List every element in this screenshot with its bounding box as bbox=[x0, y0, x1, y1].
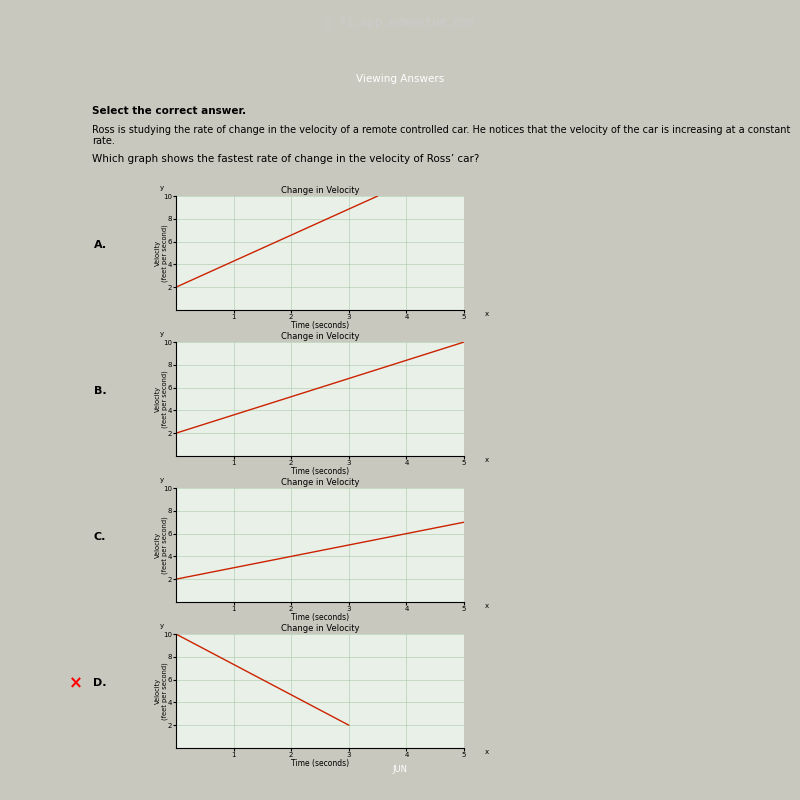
Text: y: y bbox=[159, 623, 164, 629]
Y-axis label: Velocity
(feet per second): Velocity (feet per second) bbox=[154, 224, 168, 282]
Text: D.: D. bbox=[94, 678, 106, 688]
Text: y: y bbox=[159, 185, 164, 191]
X-axis label: Time (seconds): Time (seconds) bbox=[291, 759, 349, 769]
Title: Change in Velocity: Change in Velocity bbox=[281, 624, 359, 634]
Title: Change in Velocity: Change in Velocity bbox=[281, 332, 359, 342]
Title: Change in Velocity: Change in Velocity bbox=[281, 186, 359, 195]
Text: Viewing Answers: Viewing Answers bbox=[356, 74, 444, 84]
Text: A.: A. bbox=[94, 240, 106, 250]
Y-axis label: Velocity
(feet per second): Velocity (feet per second) bbox=[154, 662, 168, 720]
Text: y: y bbox=[159, 331, 164, 337]
Title: Change in Velocity: Change in Velocity bbox=[281, 478, 359, 487]
X-axis label: Time (seconds): Time (seconds) bbox=[291, 322, 349, 330]
Text: x: x bbox=[485, 458, 489, 463]
Text: JUN: JUN bbox=[393, 765, 407, 774]
X-axis label: Time (seconds): Time (seconds) bbox=[291, 614, 349, 622]
Text: Select the correct answer.: Select the correct answer. bbox=[92, 106, 246, 116]
Y-axis label: Velocity
(feet per second): Velocity (feet per second) bbox=[154, 370, 168, 428]
Text: x: x bbox=[485, 750, 489, 755]
X-axis label: Time (seconds): Time (seconds) bbox=[291, 467, 349, 477]
Text: C.: C. bbox=[94, 532, 106, 542]
Text: Which graph shows the fastest rate of change in the velocity of Ross’ car?: Which graph shows the fastest rate of ch… bbox=[92, 154, 479, 164]
Text: x: x bbox=[485, 603, 489, 610]
Text: y: y bbox=[159, 477, 164, 483]
Text: x: x bbox=[485, 311, 489, 318]
Text: ×: × bbox=[69, 674, 83, 692]
Y-axis label: Velocity
(feet per second): Velocity (feet per second) bbox=[154, 516, 168, 574]
Text: 🔒 f1.app.edmentum.com: 🔒 f1.app.edmentum.com bbox=[325, 16, 475, 29]
Text: Ross is studying the rate of change in the velocity of a remote controlled car. : Ross is studying the rate of change in t… bbox=[92, 125, 790, 146]
Text: B.: B. bbox=[94, 386, 106, 396]
